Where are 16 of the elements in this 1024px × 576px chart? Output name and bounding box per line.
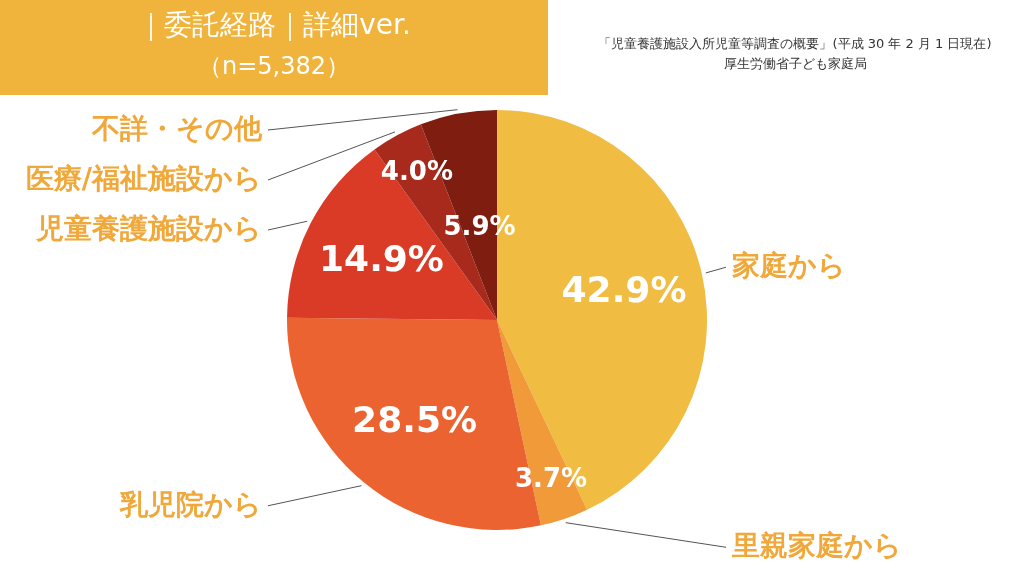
data-label: 42.9% xyxy=(561,269,687,311)
slice-label: 里親家庭から xyxy=(731,529,902,563)
slice-label: 不詳・その他 xyxy=(91,112,263,145)
slice-label: 乳児院から xyxy=(119,487,262,521)
pie-slice xyxy=(497,320,588,526)
text: 厚生労働省子ども家庭局 xyxy=(722,55,868,73)
slice-label: 家庭から xyxy=(731,249,846,283)
slice-label: 医療/福祉施設から xyxy=(25,162,262,195)
slice-label: 児童養護施設から xyxy=(35,212,262,245)
text: 「児童養護施設入所児童等調査の概要」(平成 30 年 2 月 1 日現在) xyxy=(597,35,993,53)
data-label: 14.9% xyxy=(319,237,444,279)
chart-title: ｜委託経路｜詳細ver. xyxy=(136,7,412,43)
data-label: 28.5% xyxy=(352,398,478,440)
chart-subtitle: （n=5,382） xyxy=(197,51,351,82)
data-label: 4.0% xyxy=(380,156,453,187)
data-label: 3.7% xyxy=(514,463,588,494)
